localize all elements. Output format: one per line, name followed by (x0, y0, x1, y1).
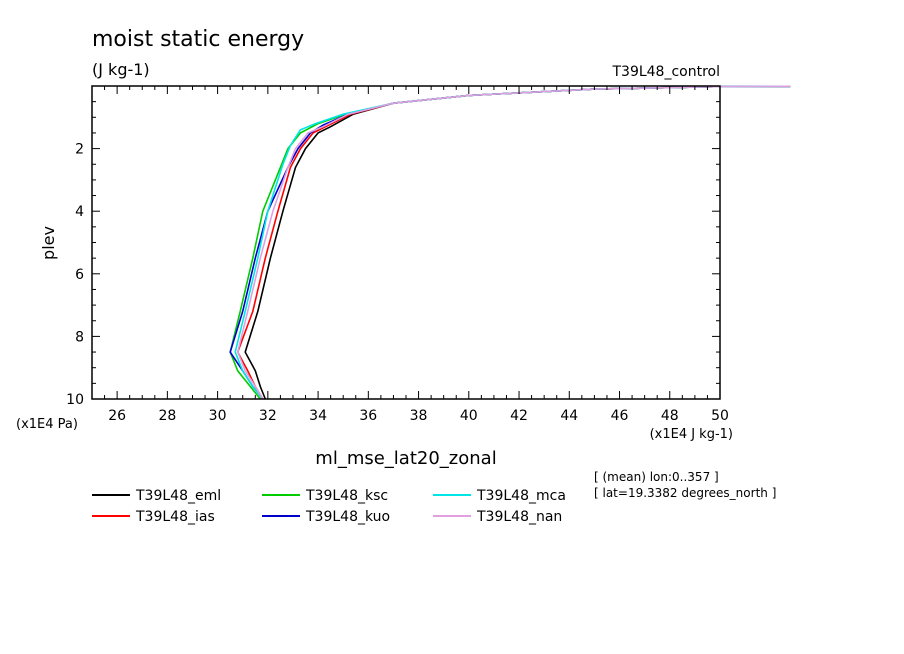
x-tick-label: 42 (510, 408, 528, 424)
legend-label-4: T39L48_mca (476, 488, 566, 504)
y-tick-label: 6 (75, 267, 84, 283)
legend-label-3: T39L48_kuo (305, 509, 390, 525)
x-tick-label: 40 (460, 408, 478, 424)
y-axis-label: plev (39, 226, 58, 260)
chart-title: moist static energy (92, 27, 304, 52)
chart-subtitle: (J kg-1) (92, 60, 150, 79)
x-unit-label: (x1E4 J kg-1) (650, 427, 733, 442)
y-tick-label: 4 (75, 204, 84, 220)
legend-label-0: T39L48_eml (135, 488, 221, 504)
plot-frame (91, 85, 721, 400)
legend-label-5: T39L48_nan (476, 509, 562, 525)
x-axis-label: ml_mse_lat20_zonal (315, 448, 496, 469)
legend-label-1: T39L48_ias (135, 509, 215, 525)
legend: T39L48_eml T39L48_ias T39L48_ksc T39L48_kuo… (92, 488, 566, 525)
x-tick-label: 26 (108, 408, 126, 424)
x-tick-label: 44 (560, 408, 578, 424)
legend-label-2: T39L48_ksc (305, 488, 388, 504)
series-layer (229, 85, 791, 400)
x-tick-label: 46 (611, 408, 629, 424)
x-tick-label: 32 (259, 408, 277, 424)
x-tick-label: 34 (309, 408, 327, 424)
y-tick-label: 2 (75, 142, 84, 158)
experiment-label: T39L48_control (611, 64, 720, 80)
y-unit-label: (x1E4 Pa) (16, 417, 78, 432)
x-tick-label: 30 (209, 408, 227, 424)
x-tick-label: 36 (359, 408, 377, 424)
series-line-0 (244, 85, 791, 400)
series-line-1 (236, 85, 791, 400)
y-tick-label: 10 (66, 392, 84, 408)
info-line-2: [ lat=19.3382 degrees_north ] (594, 486, 776, 500)
info-line-1: [ (mean) lon:0..357 ] (594, 470, 719, 484)
y-tick-label: 8 (75, 329, 84, 345)
x-tick-label: 28 (158, 408, 176, 424)
series-line-5 (236, 85, 791, 400)
x-tick-label: 50 (711, 408, 729, 424)
x-tick-label: 38 (410, 408, 428, 424)
x-tick-label: 48 (661, 408, 679, 424)
